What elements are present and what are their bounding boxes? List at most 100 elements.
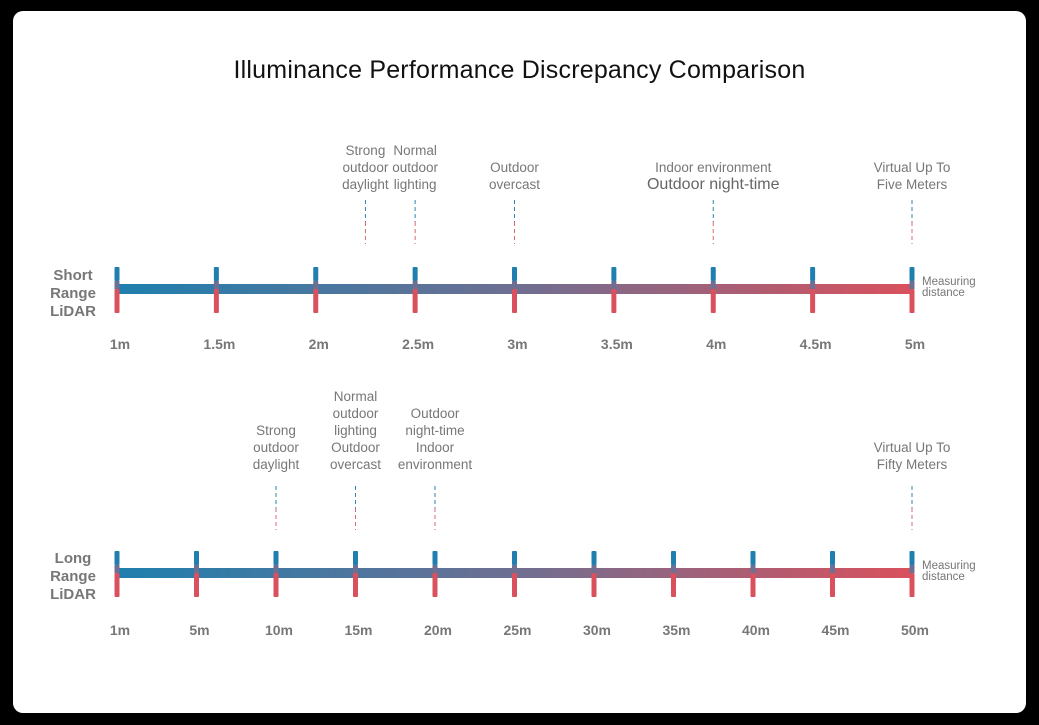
condition-label-line: daylight: [253, 457, 300, 472]
condition-label-line: outdoor: [392, 160, 438, 175]
tick-label: 5m: [189, 622, 209, 638]
tick-marker-mid: [313, 281, 319, 289]
condition-label-line: Virtual Up To: [874, 440, 951, 455]
tick-label: 2m: [309, 336, 329, 352]
tick-label: 1.5m: [203, 336, 235, 352]
tick-label: 1m: [110, 622, 130, 638]
tick-marker-mid: [114, 565, 120, 573]
tick-marker-bottom: [591, 573, 597, 597]
tick-label: 30m: [583, 622, 611, 638]
tick-marker-top: [114, 551, 120, 565]
tick-marker-top: [213, 267, 219, 281]
condition-label-line: overcast: [489, 177, 540, 192]
tick-marker-bottom: [512, 289, 517, 313]
tick-marker-mid: [114, 281, 120, 289]
tick-marker-top: [412, 267, 418, 281]
condition-label-line: Normal: [393, 143, 437, 158]
tick-marker-mid: [273, 565, 279, 573]
tick-label: 3.5m: [601, 336, 633, 352]
tick-marker-top: [830, 551, 835, 565]
tick-label: 35m: [662, 622, 690, 638]
condition-label-line: Virtual Up To: [874, 160, 951, 175]
condition-label-line: daylight: [342, 177, 389, 192]
tick-label: 40m: [742, 622, 770, 638]
condition-label-line: Normal: [334, 389, 378, 404]
tick-marker-mid: [512, 281, 517, 289]
tick-marker-bottom: [412, 289, 418, 313]
row-label-line: LiDAR: [50, 586, 96, 603]
condition-label-line: Outdoor: [411, 406, 460, 421]
measuring-distance-label: distance: [922, 287, 965, 299]
tick-marker-bottom: [512, 573, 517, 597]
condition-label-line: Strong: [346, 143, 386, 158]
tick-marker-top: [750, 551, 756, 565]
tick-marker-mid: [591, 565, 597, 573]
condition-label-line: outdoor: [253, 440, 299, 455]
tick-label: 15m: [344, 622, 372, 638]
tick-label: 10m: [265, 622, 293, 638]
condition-label-line: lighting: [394, 177, 437, 192]
diagram-title: Illuminance Performance Discrepancy Comp…: [233, 56, 806, 84]
tick-label: 20m: [424, 622, 452, 638]
tick-marker-bottom: [114, 289, 120, 313]
tick-label: 25m: [503, 622, 531, 638]
tick-marker-mid: [432, 565, 438, 573]
tick-marker-bottom: [750, 573, 756, 597]
tick-marker-mid: [412, 281, 418, 289]
tick-marker-top: [710, 267, 716, 281]
condition-label-line: Strong: [256, 423, 296, 438]
measuring-distance-label: Measuring: [922, 276, 976, 288]
tick-marker-bottom: [213, 289, 219, 313]
tick-label: 45m: [821, 622, 849, 638]
measuring-distance-label: distance: [922, 571, 965, 583]
tick-marker-bottom: [611, 289, 617, 313]
tick-marker-top: [810, 267, 816, 281]
tick-marker-top: [591, 551, 597, 565]
tick-marker-bottom: [194, 573, 199, 597]
tick-marker-bottom: [830, 573, 835, 597]
tick-marker-mid: [909, 281, 915, 289]
tick-marker-bottom: [353, 573, 358, 597]
tick-marker-top: [313, 267, 319, 281]
row-label-line: Range: [50, 568, 96, 585]
condition-label-line: night-time: [405, 423, 464, 438]
tick-marker-top: [194, 551, 199, 565]
tick-marker-top: [512, 551, 517, 565]
tick-label: 4.5m: [800, 336, 832, 352]
tick-marker-mid: [671, 565, 676, 573]
tick-marker-mid: [611, 281, 617, 289]
tick-marker-mid: [213, 281, 219, 289]
tick-marker-mid: [710, 281, 716, 289]
row-label-line: LiDAR: [50, 303, 96, 320]
tick-marker-top: [353, 551, 358, 565]
condition-label-line: Indoor: [416, 440, 455, 455]
tick-label: 2.5m: [402, 336, 434, 352]
tick-marker-top: [909, 551, 915, 565]
row-label-line: Long: [55, 550, 92, 567]
condition-label-line: Fifty Meters: [877, 457, 948, 472]
tick-marker-mid: [830, 565, 835, 573]
tick-marker-top: [273, 551, 279, 565]
condition-label-line: Indoor environment: [655, 160, 772, 175]
condition-label-line: Five Meters: [877, 177, 948, 192]
tick-marker-top: [611, 267, 617, 281]
tick-marker-top: [671, 551, 676, 565]
tick-label: 5m: [905, 336, 925, 352]
tick-label: 1m: [110, 336, 130, 352]
tick-label: 4m: [706, 336, 726, 352]
tick-marker-top: [909, 267, 915, 281]
tick-label: 50m: [901, 622, 929, 638]
measuring-distance-label: Measuring: [922, 560, 976, 572]
tick-marker-bottom: [671, 573, 676, 597]
tick-marker-mid: [909, 565, 915, 573]
condition-label-line: Outdoor: [490, 160, 539, 175]
condition-label-line: outdoor: [333, 406, 379, 421]
condition-label-line: overcast: [330, 457, 381, 472]
condition-label-line: environment: [398, 457, 473, 472]
tick-marker-bottom: [432, 573, 438, 597]
diagram-card: [13, 11, 1026, 713]
tick-marker-bottom: [114, 573, 120, 597]
condition-label-line: Outdoor night-time: [647, 176, 780, 193]
